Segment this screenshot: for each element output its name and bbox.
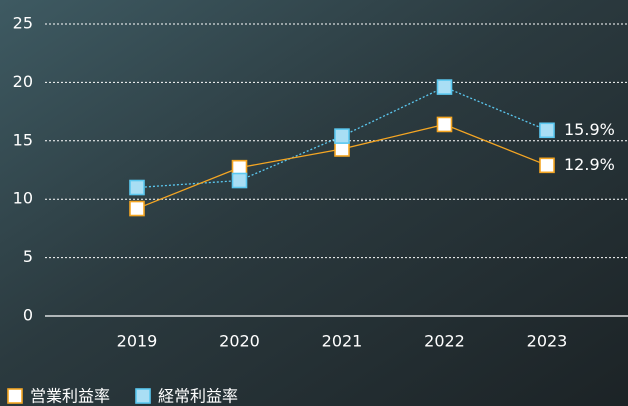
marker bbox=[335, 142, 349, 156]
value-label: 15.9% bbox=[564, 120, 615, 139]
legend-label: 経常利益率 bbox=[158, 387, 238, 406]
marker bbox=[233, 174, 247, 188]
legend-swatch bbox=[136, 389, 150, 403]
marker bbox=[540, 123, 554, 137]
y-tick-label: 5 bbox=[23, 247, 33, 266]
marker bbox=[540, 158, 554, 172]
y-tick-label: 25 bbox=[13, 14, 33, 33]
marker bbox=[233, 161, 247, 175]
x-tick-label: 2020 bbox=[219, 332, 260, 351]
y-tick-label: 15 bbox=[13, 130, 33, 149]
legend-label: 営業利益率 bbox=[30, 387, 110, 406]
marker bbox=[438, 80, 452, 94]
marker bbox=[438, 117, 452, 131]
legend-swatch bbox=[8, 389, 22, 403]
x-tick-label: 2019 bbox=[117, 332, 158, 351]
y-tick-label: 20 bbox=[13, 72, 33, 91]
marker bbox=[130, 181, 144, 195]
x-tick-label: 2023 bbox=[527, 332, 568, 351]
value-label: 12.9% bbox=[564, 155, 615, 174]
chart: 0 5 10 15 20 25 2019 2020 2021 2022 2023 12.9% 15.9%… bbox=[0, 0, 628, 406]
marker bbox=[130, 202, 144, 216]
x-tick-label: 2022 bbox=[424, 332, 465, 351]
marker bbox=[335, 129, 349, 143]
x-tick-label: 2021 bbox=[322, 332, 363, 351]
page: {"chart_data": {"type": "line", "categor… bbox=[0, 0, 628, 406]
y-tick-label: 10 bbox=[13, 189, 33, 208]
y-tick-label: 0 bbox=[23, 306, 33, 325]
